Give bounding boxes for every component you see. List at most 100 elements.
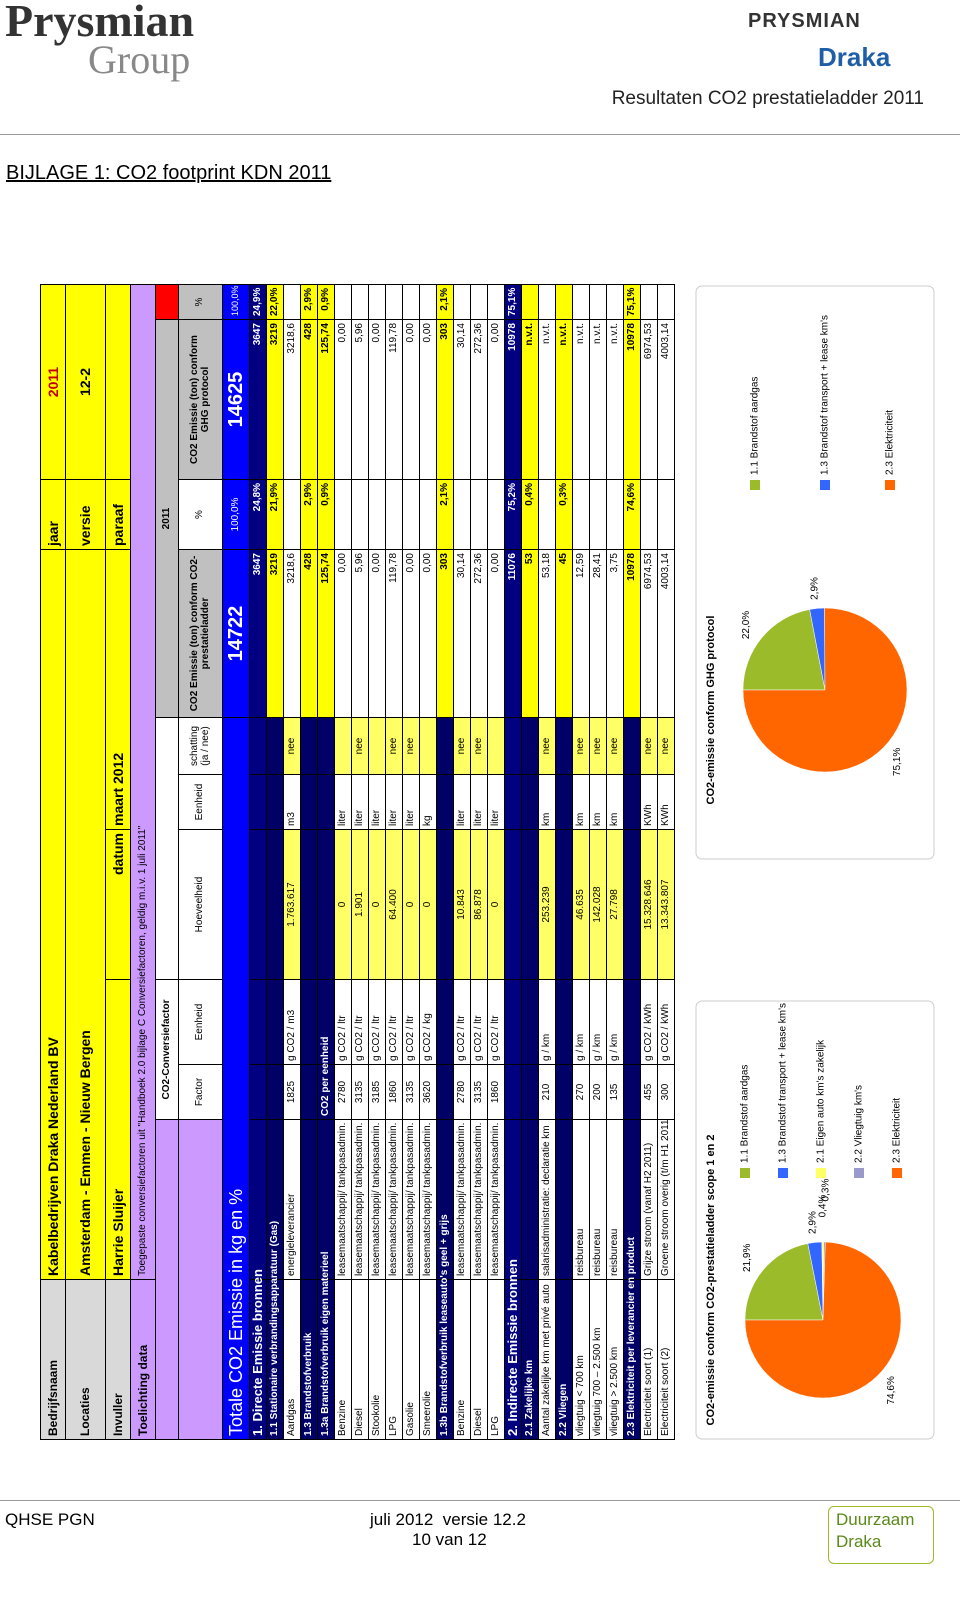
- cell: kg: [419, 774, 437, 830]
- value-label: 2,9%: [807, 1211, 818, 1234]
- cell: [402, 479, 420, 550]
- cell: 2780: [453, 1064, 471, 1120]
- logo-left-sub: Group: [88, 37, 191, 82]
- cell: 0,00: [402, 319, 420, 480]
- cell: [283, 284, 301, 320]
- row: Benzine leasemaatschappij/ tankpasadmin. 2…: [453, 284, 471, 1440]
- cell: 21,9%: [266, 479, 284, 550]
- cell: [657, 284, 675, 320]
- cell: [555, 717, 573, 775]
- cell: [521, 1064, 539, 1120]
- cell: Stookolie: [368, 1279, 386, 1440]
- cell: nee: [606, 717, 624, 775]
- cell: nee: [351, 717, 369, 775]
- row: Stookolie leasemaatschappij/ tankpasadmin…: [368, 284, 386, 1440]
- cell: 3135: [470, 1064, 488, 1120]
- cell: 0,00: [487, 549, 505, 718]
- cell: [266, 979, 284, 1065]
- cell: g CO2 / ltr: [470, 979, 488, 1065]
- cell: Totale CO2 Emissie in kg en %: [222, 717, 250, 1440]
- cell: nee: [572, 717, 590, 775]
- cell: 455: [640, 1064, 658, 1120]
- cell: 1.3b Brandstofverbruik leaseauto's geel …: [436, 1214, 454, 1440]
- row: vliegtuig < 700 km reisbureau 270 g / km 46.…: [572, 284, 590, 1440]
- value-label: 2,9%: [810, 577, 821, 600]
- cell: 0,9%: [317, 479, 335, 550]
- cell: [487, 717, 505, 775]
- cell: nee: [283, 717, 301, 775]
- logo-right: PRYSMIAN: [748, 10, 861, 32]
- rule: [0, 134, 960, 135]
- cell: [521, 1119, 539, 1280]
- row: 2.3 Elektriciteit per leverancier en pro…: [623, 284, 641, 1440]
- cell: [521, 979, 539, 1065]
- cell: 303: [436, 319, 454, 480]
- cell: nee: [640, 717, 658, 775]
- cell: 10978: [623, 549, 641, 718]
- cell: [436, 829, 454, 980]
- rotated-sheet: Bedrijfsnaam Kabelbedrijven Draka Nederla…: [40, 284, 940, 1440]
- cell: [368, 284, 386, 320]
- pie-slice: [744, 1243, 824, 1321]
- column-header: %: [178, 284, 223, 320]
- cell: [155, 284, 179, 320]
- column-header: schatting (ja / nee): [178, 717, 223, 775]
- logo-draka: Draka: [818, 42, 891, 72]
- cell: [487, 284, 505, 320]
- cell: Bedrijfsnaam: [40, 1279, 66, 1440]
- cell: [521, 717, 539, 775]
- cell: 428: [300, 549, 318, 718]
- row: Aantal zakelijke km met privé auto salari…: [538, 284, 556, 1440]
- row: 1.3b Brandstofverbruik leaseauto's geel …: [436, 284, 454, 1440]
- cell: [521, 774, 539, 830]
- cell: 0,00: [487, 319, 505, 480]
- cell: Gasolie: [402, 1279, 420, 1440]
- legend-swatch: [892, 1168, 902, 1178]
- cell: 272,36: [470, 549, 488, 718]
- cell: 1825: [283, 1064, 301, 1120]
- row: LPG leasemaatschappij/ tankpasadmin. 1860 g…: [385, 284, 403, 1440]
- cell: km: [538, 774, 556, 830]
- footer-logo-sub: Draka: [836, 1532, 882, 1551]
- cell: 2780: [334, 1064, 352, 1120]
- cell: [436, 1064, 454, 1120]
- cell: [266, 1064, 284, 1120]
- cell: 53: [521, 549, 539, 718]
- column-header: CO2 Emissie (ton) conform CO2-prestatiel…: [178, 549, 223, 718]
- cell: nee: [657, 717, 675, 775]
- page-title: Resultaten CO2 prestatieladder 2011: [611, 88, 924, 109]
- cell: n.v.t.: [606, 319, 624, 480]
- cell: 1.3a Brandstofverbruik eigen materieel: [317, 1251, 335, 1440]
- cell: leasemaatschappij/ tankpasadmin.: [487, 1119, 505, 1280]
- cell: [521, 284, 539, 320]
- cell: 0,3%: [555, 479, 573, 550]
- cell: Kabelbedrijven Draka Nederland BV: [40, 549, 66, 1280]
- cell: [504, 1119, 522, 1280]
- cell: leasemaatschappij/ tankpasadmin.: [385, 1119, 403, 1280]
- cell: 27.798: [606, 829, 624, 980]
- cell: 210: [538, 1064, 556, 1120]
- cell: 300: [657, 1064, 675, 1120]
- cell: 3647: [249, 319, 267, 480]
- column-header: Eenheid: [178, 774, 223, 830]
- cell: nee: [538, 717, 556, 775]
- cell: 3219: [266, 549, 284, 718]
- cell: [300, 774, 318, 830]
- cell: [640, 479, 658, 550]
- cell: 2,1%: [436, 284, 454, 320]
- cell: [436, 717, 454, 775]
- cell: km: [606, 774, 624, 830]
- cell: leasemaatschappij/ tankpasadmin.: [402, 1119, 420, 1280]
- cell: 14625: [222, 319, 250, 480]
- row: Locaties Amsterdam - Emmen - Nieuw Bergen…: [65, 284, 106, 1440]
- cell: vliegtuig 700 – 2.500 km: [589, 1279, 607, 1440]
- cell: 119,78: [385, 549, 403, 718]
- cell: [572, 284, 590, 320]
- cell: [538, 284, 556, 320]
- cell: 2,9%: [300, 479, 318, 550]
- cell: 3135: [402, 1064, 420, 1120]
- cell: 272,36: [470, 319, 488, 480]
- column-header: Factor: [178, 1064, 223, 1120]
- cell: 100,0%: [222, 284, 250, 320]
